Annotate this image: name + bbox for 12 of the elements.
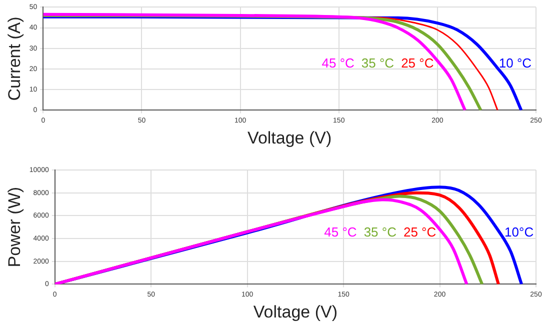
series-label: 10°C — [504, 224, 534, 240]
x-axis-title: Voltage (V) — [253, 302, 338, 322]
y-axis-title: Power (W) — [4, 186, 24, 268]
series-label: 35 °C — [364, 224, 396, 240]
series-label: 25 °C — [401, 55, 434, 70]
series-label: 10 °C — [498, 55, 532, 70]
text: 35 °C — [361, 55, 394, 70]
text: 25 °C — [403, 224, 436, 240]
text: 45 °C — [322, 55, 354, 70]
series-label: 45 °C — [324, 224, 357, 240]
x-axis-title: Voltage (V) — [248, 128, 332, 148]
y-axis-title: Current (A) — [4, 16, 24, 101]
